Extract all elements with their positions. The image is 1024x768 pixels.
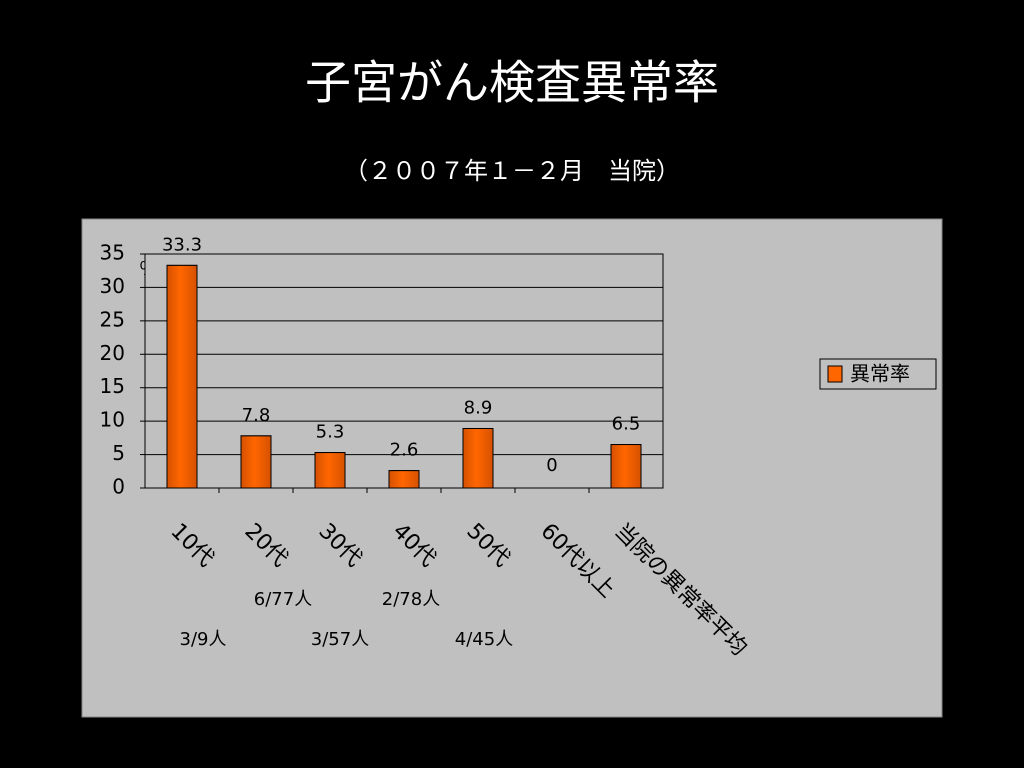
bar <box>462 427 494 489</box>
annotation: 2/78人 <box>382 589 440 610</box>
value-label: 7.8 <box>242 405 271 426</box>
y-tick-label: 20 <box>100 341 125 365</box>
value-label: 8.9 <box>464 397 493 418</box>
y-tick-label: 35 <box>100 241 125 265</box>
value-label: 0 <box>546 455 557 476</box>
value-label: 33.3 <box>162 234 202 255</box>
legend-label: 異常率 <box>850 362 910 386</box>
bar <box>240 435 272 489</box>
y-tick-label: 15 <box>100 374 125 398</box>
legend-box <box>819 358 937 390</box>
value-label: 5.3 <box>316 422 345 443</box>
annotation: 3/57人 <box>311 629 369 650</box>
bar <box>610 444 642 489</box>
chart-subtitle: （２００７年１－２月 当院） <box>344 157 680 185</box>
y-tick-label: 30 <box>100 274 125 298</box>
y-tick-label: 0 <box>112 475 125 499</box>
y-tick-label: 25 <box>100 307 125 331</box>
chart-title: 子宮がん検査異常率 <box>305 56 719 110</box>
annotation: 4/45人 <box>455 629 513 650</box>
y-tick-label: 5 <box>112 441 125 465</box>
annotation: 6/77人 <box>254 589 312 610</box>
bar <box>314 452 346 489</box>
plot-area <box>144 253 664 489</box>
value-label: 2.6 <box>390 440 419 461</box>
y-tick-label: 10 <box>100 408 125 432</box>
value-label: 6.5 <box>612 414 641 435</box>
annotation: 3/9人 <box>180 629 227 650</box>
legend: 異常率 <box>819 358 937 390</box>
bar <box>166 264 198 489</box>
legend-swatch <box>827 365 843 383</box>
bar <box>388 470 420 489</box>
